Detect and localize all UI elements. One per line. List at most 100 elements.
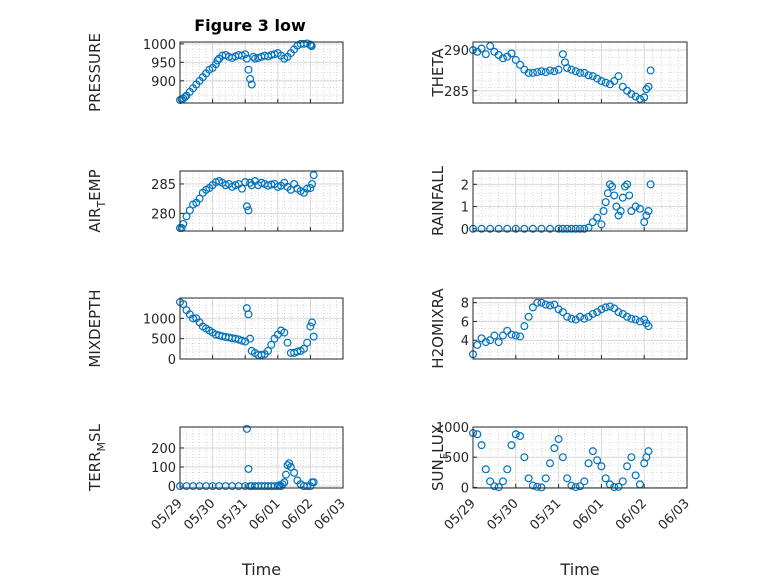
y-tick-label: 2	[461, 178, 469, 193]
data-point	[588, 218, 597, 227]
y-axis-label: AIRTEMP	[86, 169, 108, 232]
x-axis-label: Time	[241, 560, 281, 579]
data-point	[558, 224, 567, 233]
data-point	[575, 312, 584, 321]
subplot-6: 4 6 8 H2OMIXRA	[429, 288, 688, 369]
data-point	[498, 331, 507, 340]
data-point	[309, 478, 318, 487]
data-point	[537, 224, 546, 233]
data-point	[597, 77, 606, 86]
data-point	[588, 72, 597, 81]
y-axis-label-main: TERR	[86, 451, 104, 492]
y-axis-label: MIXDEPTH	[86, 289, 104, 367]
data-point	[537, 298, 546, 307]
data-point	[563, 312, 572, 321]
data-point	[631, 471, 640, 480]
axes-box	[179, 426, 344, 489]
y-tick-label: 285	[151, 178, 176, 193]
data-point	[286, 463, 295, 472]
data-point	[528, 224, 537, 233]
data-point	[306, 322, 315, 331]
data-point	[623, 462, 632, 471]
data-point	[599, 207, 608, 216]
data-point	[541, 68, 550, 77]
data-point	[486, 42, 495, 51]
data-point	[537, 483, 546, 492]
data-point	[627, 453, 636, 462]
data-point	[614, 308, 623, 317]
data-point	[180, 93, 189, 102]
data-point	[473, 430, 482, 439]
data-point	[610, 483, 619, 492]
y-tick-label: 1000	[143, 38, 176, 53]
data-point	[644, 447, 653, 456]
axes-box	[179, 297, 344, 360]
axes-box	[472, 426, 688, 489]
data-point	[605, 180, 614, 189]
data-point	[249, 52, 258, 61]
data-point	[503, 224, 512, 233]
data-point	[541, 474, 550, 483]
data-point	[533, 68, 542, 77]
data-point	[303, 338, 312, 347]
data-point	[584, 71, 593, 80]
data-point	[237, 184, 246, 193]
data-point	[588, 309, 597, 318]
data-point	[195, 194, 204, 203]
data-point	[309, 332, 318, 341]
data-point	[550, 444, 559, 453]
data-point	[241, 50, 250, 59]
data-point	[511, 331, 520, 340]
data-point	[498, 477, 507, 486]
axes-box	[472, 297, 688, 360]
data-point	[481, 465, 490, 474]
data-point	[246, 178, 255, 187]
data-point	[558, 308, 567, 317]
data-point	[486, 336, 495, 345]
data-point	[646, 66, 655, 75]
data-point	[567, 65, 576, 74]
y-tick-label: 280	[151, 207, 176, 222]
data-point	[546, 301, 555, 310]
y-tick-label: 0	[168, 353, 176, 368]
data-point	[241, 178, 250, 187]
data-point	[627, 207, 636, 216]
data-point	[503, 465, 512, 474]
y-axis-label-main: AIR	[86, 208, 104, 233]
data-point	[244, 206, 253, 215]
data-point	[244, 310, 253, 319]
data-point	[614, 72, 623, 81]
y-tick-label: 100	[151, 461, 176, 476]
data-point	[614, 211, 623, 220]
y-axis-label: THETA	[429, 48, 447, 98]
data-point	[642, 85, 651, 94]
data-point	[575, 68, 584, 77]
data-point	[507, 330, 516, 339]
data-point	[635, 94, 644, 103]
axes-box	[179, 41, 344, 104]
data-point	[494, 483, 503, 492]
data-point	[563, 224, 572, 233]
data-point	[580, 68, 589, 77]
data-point	[494, 338, 503, 347]
data-point	[616, 207, 625, 216]
y-axis-label-main: RAINFALL	[429, 165, 447, 236]
data-point	[528, 303, 537, 312]
data-point	[247, 80, 256, 89]
data-point	[511, 55, 520, 64]
data-point	[601, 198, 610, 207]
y-axis-label-tail: EMP	[86, 169, 104, 200]
data-point	[477, 224, 486, 233]
data-point	[608, 182, 617, 191]
data-point	[644, 322, 653, 331]
data-point	[546, 459, 555, 468]
y-tick-label: 500	[151, 333, 176, 348]
data-point	[486, 224, 495, 233]
data-point	[246, 74, 255, 83]
data-point	[593, 456, 602, 465]
data-point	[299, 344, 308, 353]
data-point	[273, 482, 282, 491]
data-point	[189, 314, 198, 323]
data-point	[644, 207, 653, 216]
